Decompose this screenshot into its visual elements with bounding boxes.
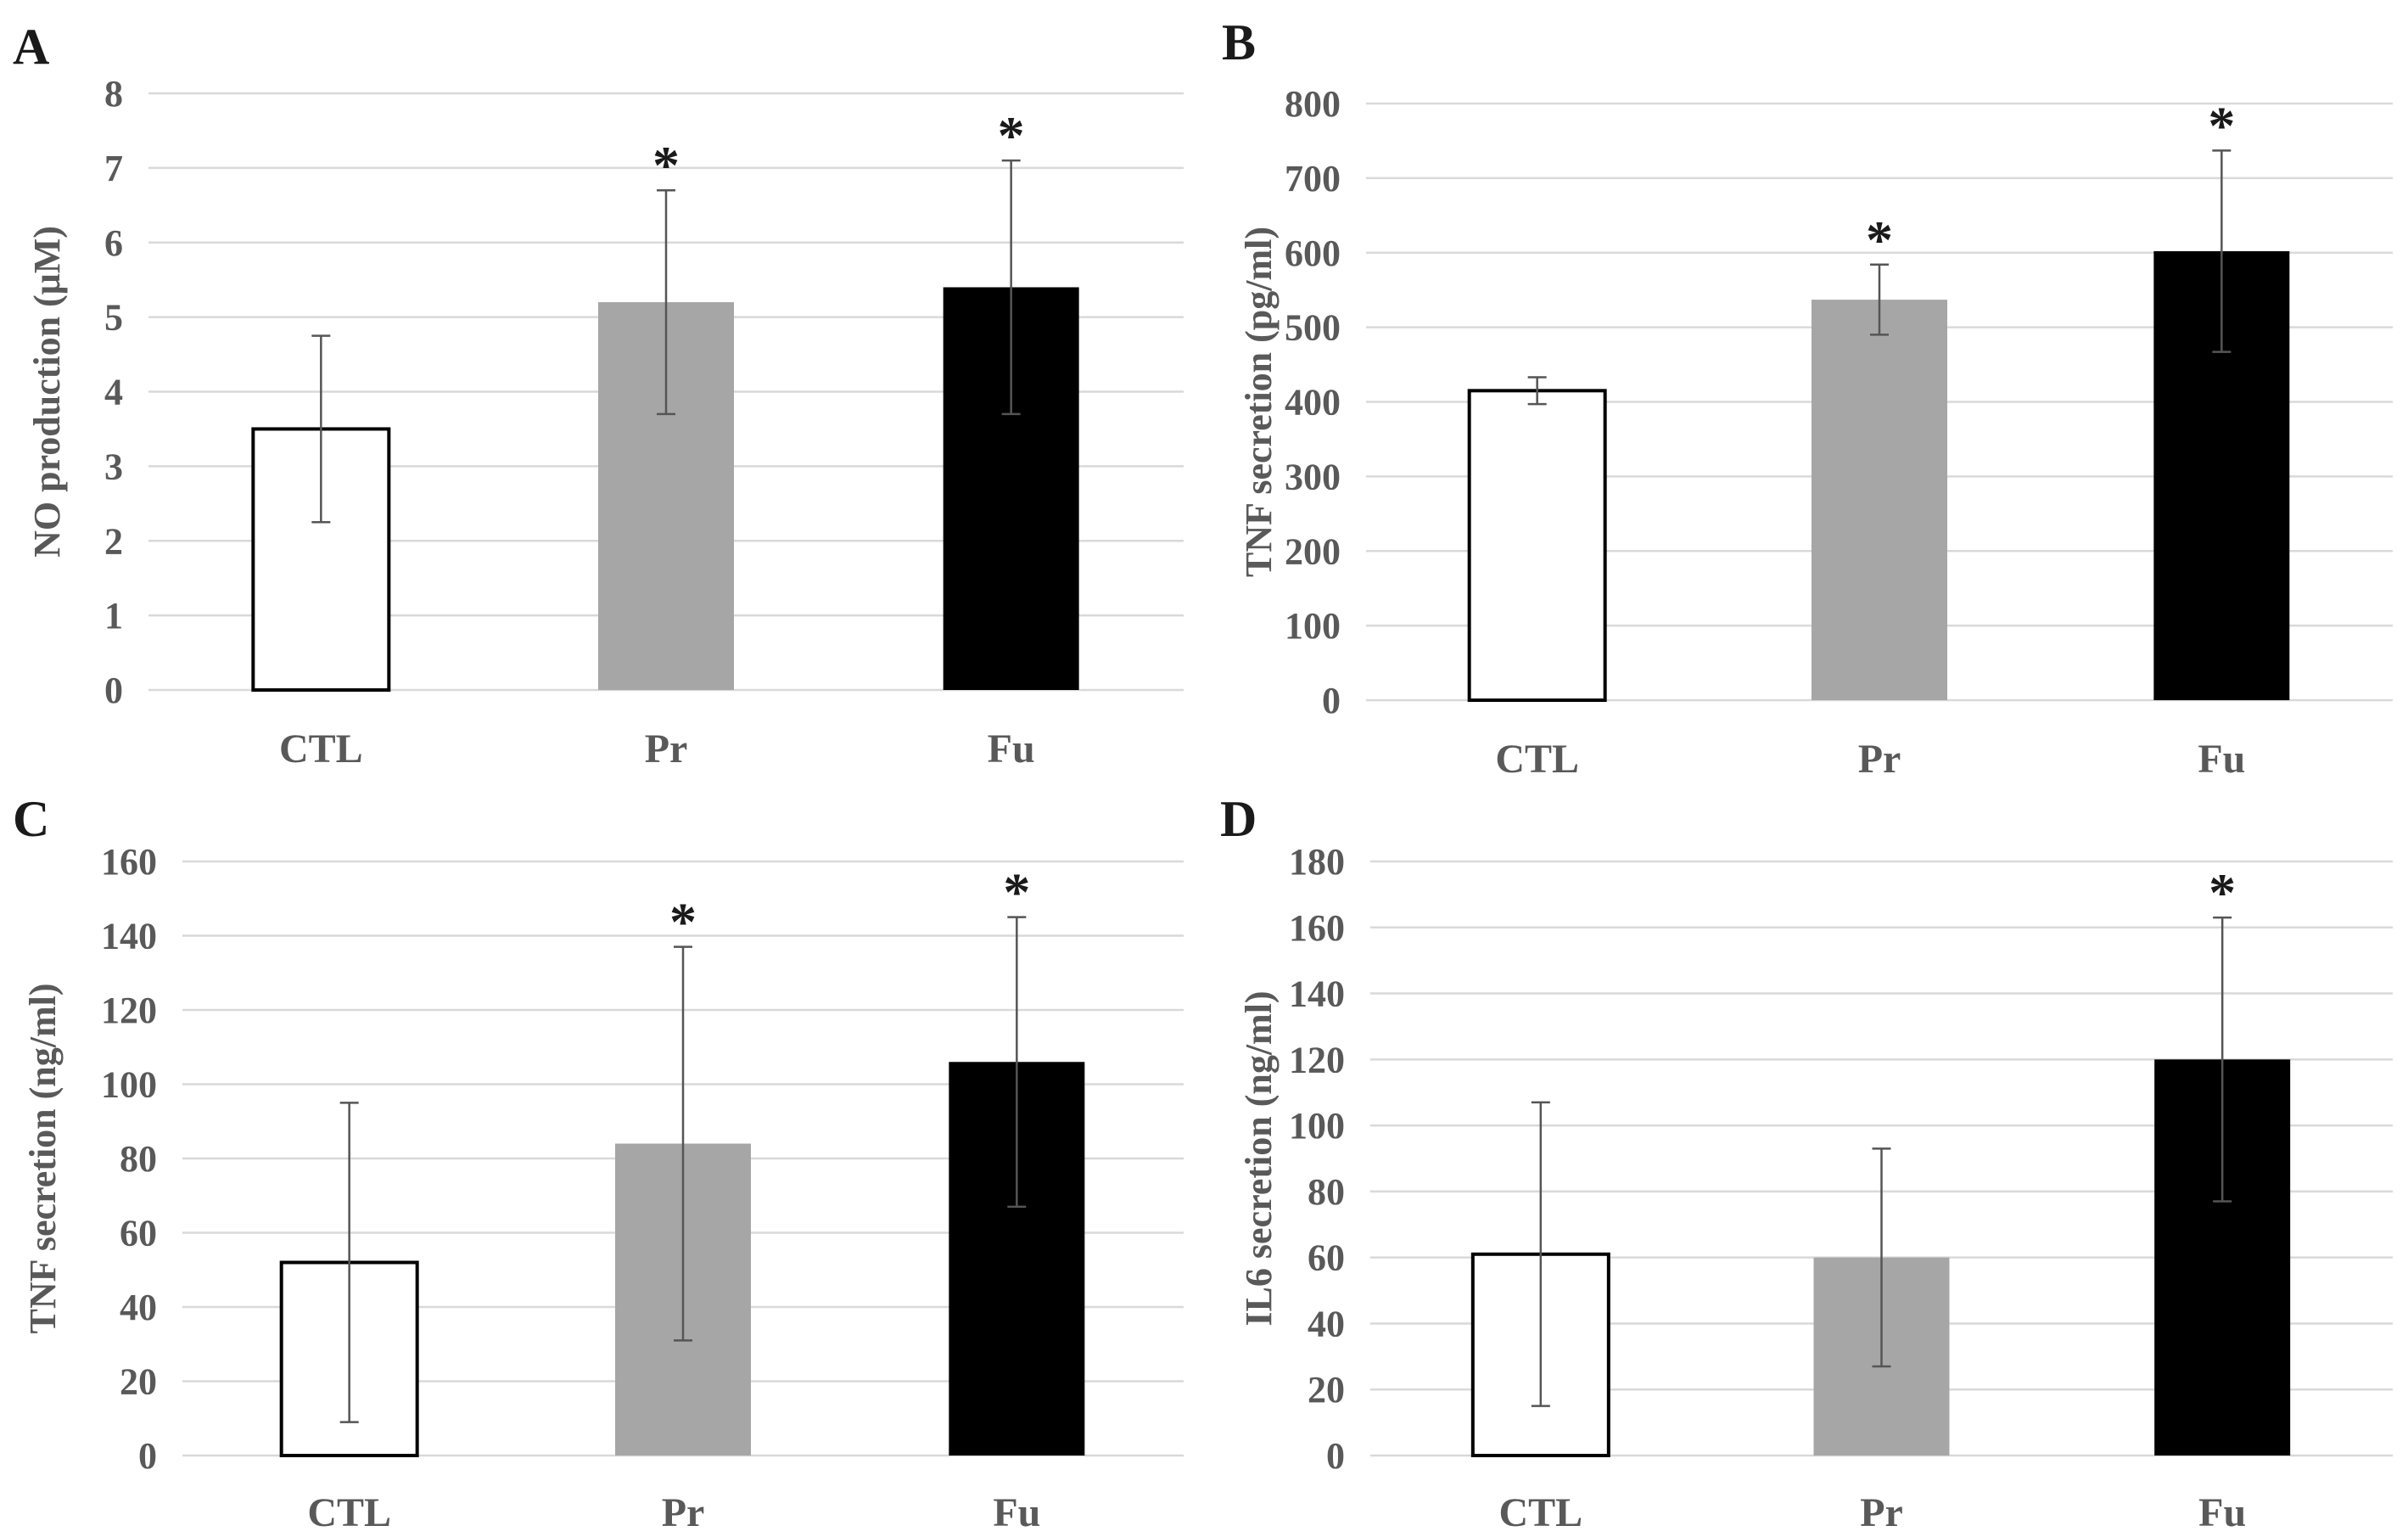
y-tick-label: 60 [1308, 1237, 1345, 1279]
x-category-label: Fu [2198, 737, 2245, 782]
x-category-label: CTL [1495, 737, 1579, 782]
y-tick-label: 7 [104, 148, 123, 189]
y-tick-label: 40 [1308, 1303, 1345, 1344]
y-tick-label: 100 [1289, 1105, 1345, 1147]
x-category-label: Fu [2198, 1490, 2246, 1535]
panel-letter: C [13, 791, 49, 847]
significance-asterisk: * [2209, 862, 2236, 923]
bar-ctl [1467, 389, 1607, 702]
x-category-label: Pr [1858, 737, 1901, 782]
y-axis-label: TNF secretion (pg/ml) [1238, 227, 1280, 577]
y-tick-label: 180 [1289, 841, 1345, 883]
x-category-label: Pr [645, 726, 688, 771]
y-tick-label: 3 [104, 446, 123, 487]
y-axis-label: NO production (μM) [26, 226, 68, 558]
y-tick-label: 4 [104, 372, 123, 413]
y-tick-label: 200 [1285, 530, 1341, 572]
y-tick-label: 20 [120, 1361, 157, 1403]
y-tick-label: 120 [1289, 1039, 1345, 1080]
x-category-label: Fu [993, 1490, 1040, 1535]
y-tick-label: 5 [104, 297, 123, 339]
significance-asterisk: * [669, 892, 697, 952]
x-category-label: CTL [279, 726, 363, 771]
y-tick-label: 60 [120, 1213, 157, 1254]
bar-pr [1812, 300, 1947, 700]
y-tick-label: 700 [1285, 158, 1341, 199]
y-tick-label: 100 [1285, 605, 1341, 647]
y-tick-label: 80 [120, 1138, 157, 1180]
chart-panel-d: D 0 20 40 60 80 100 120 140 160 180 IL6 secretion (… [1220, 791, 2393, 1535]
significance-asterisk: * [998, 105, 1025, 165]
chart-panel-b: B 0 100 200 300 400 500 600 700 800 TNF secretion … [1222, 14, 2393, 782]
y-tick-label: 500 [1285, 307, 1341, 349]
y-tick-label: 160 [101, 841, 157, 883]
significance-asterisk: * [1003, 862, 1030, 923]
y-tick-label: 1 [104, 595, 123, 637]
x-category-label: Fu [988, 726, 1035, 771]
y-tick-label: 8 [104, 73, 123, 115]
y-tick-label: 140 [101, 916, 157, 957]
x-category-label: CTL [1498, 1490, 1582, 1535]
significance-asterisk: * [652, 135, 680, 195]
y-tick-label: 0 [138, 1435, 157, 1477]
y-tick-label: 0 [1326, 1435, 1345, 1477]
chart-panel-c: C 0 20 40 60 80 100 120 140 160 TNF secretion (ng/… [13, 791, 1184, 1535]
y-tick-label: 120 [101, 990, 157, 1031]
chart-panel-a: A 0 1 2 3 4 5 6 7 8 NO production (μM) CTL * Pr * Fu [13, 19, 1184, 771]
panel-letter: A [13, 19, 49, 75]
y-tick-label: 2 [104, 520, 123, 562]
x-category-label: Pr [662, 1490, 705, 1535]
y-tick-label: 6 [104, 222, 123, 264]
y-tick-label: 100 [101, 1064, 157, 1106]
x-category-label: CTL [307, 1490, 391, 1535]
panel-letter: B [1222, 14, 1256, 70]
y-tick-label: 400 [1285, 382, 1341, 424]
y-tick-label: 0 [104, 670, 123, 711]
y-tick-label: 20 [1308, 1369, 1345, 1411]
y-tick-label: 40 [120, 1287, 157, 1328]
x-category-label: Pr [1860, 1490, 1903, 1535]
significance-asterisk: * [2208, 95, 2235, 155]
y-axis-label: IL6 secretion (ng/ml) [1238, 990, 1280, 1326]
y-tick-label: 600 [1285, 233, 1341, 274]
y-tick-label: 140 [1289, 973, 1345, 1015]
y-tick-label: 160 [1289, 907, 1345, 949]
panel-letter: D [1220, 791, 1257, 847]
y-axis-label: TNF secretion (ng/ml) [22, 983, 64, 1333]
y-tick-label: 300 [1285, 456, 1341, 497]
significance-asterisk: * [1866, 210, 1893, 270]
y-tick-label: 80 [1308, 1171, 1345, 1213]
y-tick-label: 800 [1285, 83, 1341, 125]
y-tick-label: 0 [1322, 680, 1341, 721]
